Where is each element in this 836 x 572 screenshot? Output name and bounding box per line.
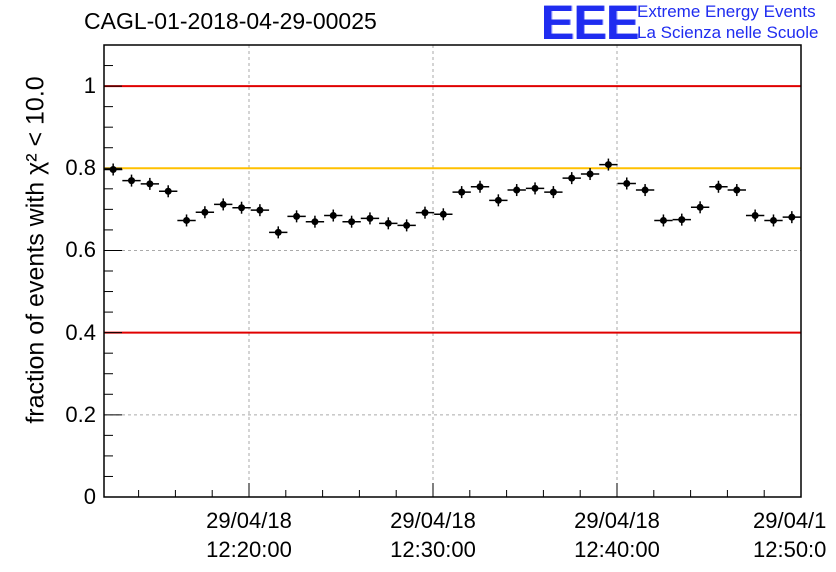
data-point [366, 214, 374, 222]
y-tick-label: 0.8 [65, 155, 96, 181]
data-point [311, 218, 319, 226]
data-point [109, 166, 117, 174]
data-point [458, 188, 466, 196]
data-point [164, 187, 172, 195]
logo-subtitle-2: La Scienza nelle Scuole [637, 23, 819, 42]
data-point [384, 219, 392, 227]
x-tick-label: 29/04/18 12:30:00 [363, 506, 503, 564]
data-point [623, 179, 631, 187]
eee-logo: EEE [540, 0, 640, 50]
y-tick-label: 0.4 [65, 319, 96, 345]
y-tick-label: 0.6 [65, 237, 96, 263]
data-point [769, 216, 777, 224]
data-point [549, 188, 557, 196]
x-tick-label: 29/04/18 12:20:00 [179, 506, 319, 564]
x-tick-date: 29/04/1 [753, 508, 827, 533]
x-tick-date: 29/04/18 [206, 508, 292, 533]
y-tick-label: 0 [83, 484, 96, 509]
plot-background [104, 45, 801, 497]
chart-title: CAGL-01-2018-04-29-00025 [84, 8, 377, 34]
data-point [604, 161, 612, 169]
y-tick-label: 0.2 [65, 401, 96, 427]
data-point [659, 216, 667, 224]
x-tick-time: 12:20:00 [206, 537, 292, 562]
x-tick-label: 29/04/18 12:40:00 [547, 506, 687, 564]
x-tick-time: 12:30:00 [390, 537, 476, 562]
x-tick-date: 29/04/18 [574, 508, 660, 533]
data-point [348, 218, 356, 226]
data-point [238, 204, 246, 212]
y-tick-label: 1 [83, 73, 96, 99]
data-point [586, 170, 594, 178]
data-point [183, 216, 191, 224]
data-point [146, 180, 154, 188]
data-point [494, 196, 502, 204]
data-point [128, 177, 136, 185]
data-point [531, 184, 539, 192]
data-point [219, 200, 227, 208]
x-tick-date: 29/04/18 [390, 508, 476, 533]
data-point [641, 186, 649, 194]
data-point [403, 221, 411, 229]
data-point [568, 174, 576, 182]
data-point [733, 186, 741, 194]
data-point [788, 213, 796, 221]
logo-subtitle-1: Extreme Energy Events [637, 2, 816, 21]
x-tick-time: 12:40:00 [574, 537, 660, 562]
data-point [274, 228, 282, 236]
data-point [201, 208, 209, 216]
data-point [678, 216, 686, 224]
data-point [421, 209, 429, 217]
data-point [513, 186, 521, 194]
data-point [476, 183, 484, 191]
data-point [329, 212, 337, 220]
data-point [751, 212, 759, 220]
x-tick-time: 12:50:0 [753, 537, 827, 562]
data-point [256, 206, 264, 214]
data-point [714, 183, 722, 191]
data-point [439, 210, 447, 218]
x-tick-label: 29/04/1 12:50:0 [753, 506, 836, 564]
data-point [293, 212, 301, 220]
data-point [696, 203, 704, 211]
